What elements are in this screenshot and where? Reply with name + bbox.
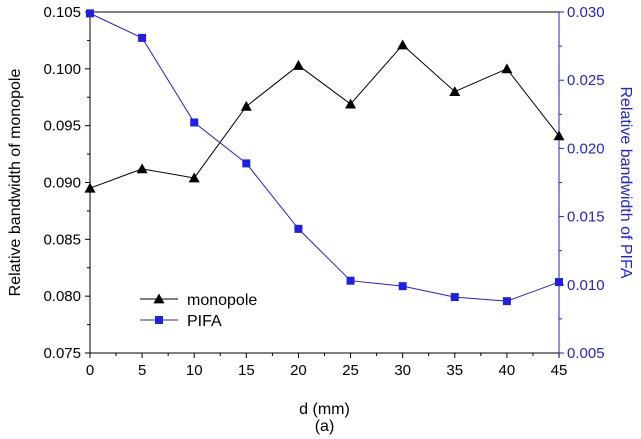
right-y-axis-ticks: 0.005 0.010 0.015 0.020 0.025 0.030 [559,4,605,362]
x-tick-label: 20 [290,362,307,379]
data-point-monopole [345,98,357,109]
left-y-tick-label: 0.105 [43,4,81,21]
data-point-pifa [555,278,563,287]
right-y-tick-label: 0.020 [567,140,605,157]
series-pifa [86,9,563,306]
legend: monopole PIFA [140,292,257,330]
left-y-tick-label: 0.075 [43,345,81,362]
x-tick-label: 15 [238,362,255,379]
x-tick-label: 35 [446,362,463,379]
x-tick-label: 30 [394,362,411,379]
left-y-axis-title: Relative bandwidth of monopole [7,69,24,297]
right-y-tick-label: 0.005 [567,345,605,362]
left-y-axis-ticks: 0.075 0.080 0.085 0.090 0.095 0.100 0.105 [43,4,90,362]
series-line-pifa [89,12,560,302]
legend-item-pifa: PIFA [140,313,222,330]
x-axis-ticks: 0 5 10 15 20 25 30 35 40 45 [86,353,568,379]
series-layer [84,9,565,306]
data-point-monopole [188,172,200,183]
x-tick-label: 5 [138,362,146,379]
data-point-monopole [292,59,304,70]
series-monopole [84,39,565,193]
x-tick-label: 45 [551,362,568,379]
data-point-monopole [397,39,409,50]
data-point-monopole [501,63,513,74]
left-y-tick-label: 0.100 [43,61,81,78]
x-tick-label: 25 [342,362,359,379]
left-y-tick-label: 0.095 [43,118,81,135]
x-tick-label: 10 [186,362,203,379]
legend-label: PIFA [187,313,222,330]
data-point-pifa [346,276,355,285]
x-axis-title: d (mm) [299,401,350,418]
data-point-monopole [449,86,461,96]
data-point-monopole [84,182,96,193]
x-tick-label: 40 [499,362,516,379]
left-y-tick-label: 0.080 [43,288,81,305]
x-tick-label: 0 [86,362,94,379]
series-line-monopole [89,44,560,189]
data-point-monopole [553,130,565,141]
data-point-pifa [190,118,199,127]
data-point-pifa [138,33,147,42]
legend-label: monopole [187,292,257,309]
data-point-pifa [242,159,251,168]
right-y-tick-label: 0.010 [567,277,605,294]
right-y-tick-label: 0.030 [567,4,605,21]
data-point-pifa [86,9,94,18]
right-y-axis-title: Relative bandwidth of PIFA [617,86,634,278]
legend-item-monopole: monopole [140,292,257,309]
data-point-pifa [294,224,303,233]
right-y-tick-label: 0.015 [567,209,605,226]
left-y-tick-label: 0.090 [43,175,81,192]
legend-marker [155,316,163,324]
data-point-pifa [450,293,459,302]
legend-marker [153,293,165,304]
data-point-pifa [398,282,407,291]
figure-caption: (a) [315,418,335,435]
data-point-monopole [240,100,252,111]
right-y-tick-label: 0.025 [567,72,605,89]
data-point-monopole [136,163,148,174]
data-point-pifa [502,297,511,306]
left-y-tick-label: 0.085 [43,231,81,248]
